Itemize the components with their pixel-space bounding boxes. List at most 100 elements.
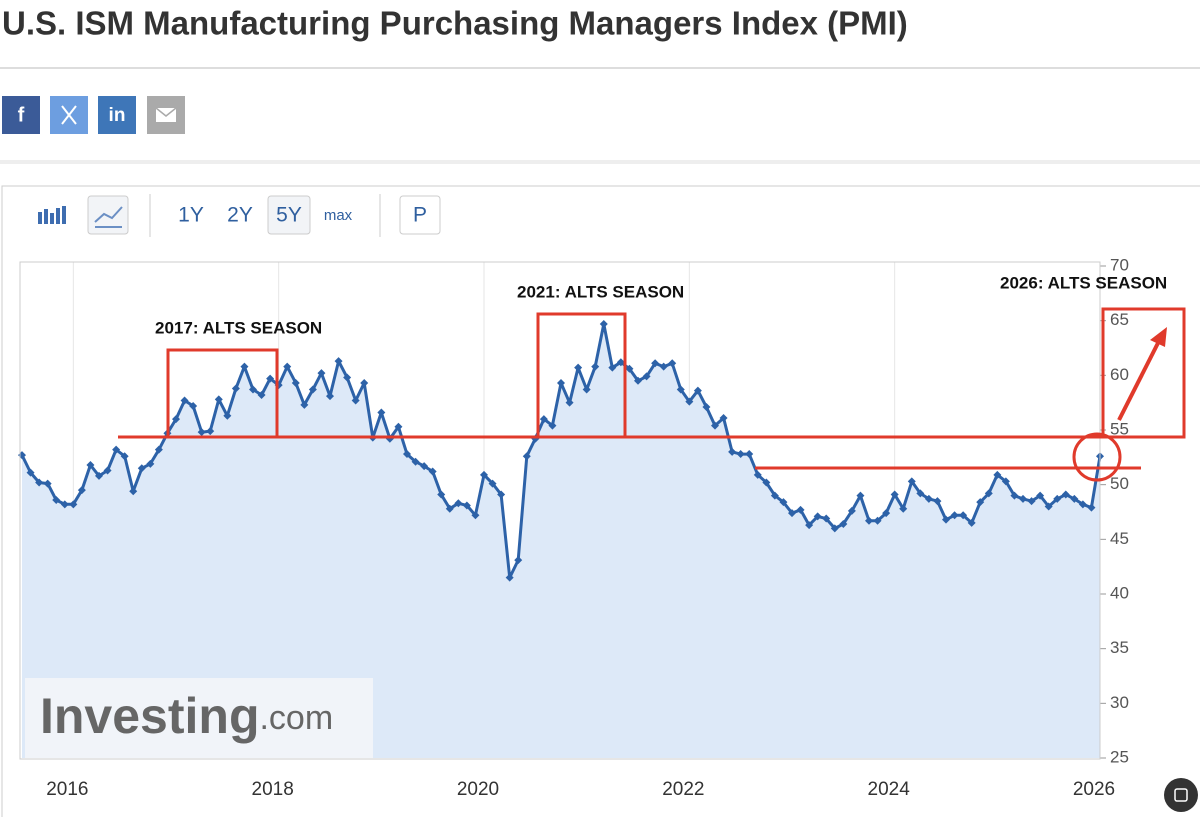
point xyxy=(539,415,548,424)
point xyxy=(608,363,617,372)
range-1y[interactable]: 1Y xyxy=(178,204,204,227)
point xyxy=(283,362,292,371)
point xyxy=(300,400,309,409)
annotation-layer: 2017: ALTS SEASON 2021: ALTS SEASON 2026… xyxy=(118,273,1186,482)
arrow-head xyxy=(1150,327,1167,347)
point xyxy=(103,466,112,475)
facebook-button[interactable] xyxy=(2,96,40,134)
x-tick-label: 2024 xyxy=(868,779,911,800)
range-max[interactable]: max xyxy=(324,207,353,224)
point xyxy=(420,462,429,471)
y-tick-label: 60 xyxy=(1110,365,1129,384)
point xyxy=(317,369,326,378)
watermark-brand: Investing xyxy=(40,688,259,744)
point xyxy=(214,395,223,404)
p-button[interactable] xyxy=(399,195,441,235)
point xyxy=(625,364,634,373)
point xyxy=(565,398,574,407)
range-2y[interactable]: 2Y xyxy=(227,204,253,227)
y-tick-label: 45 xyxy=(1110,529,1129,548)
point xyxy=(351,396,360,405)
watermark-domain: .com xyxy=(259,699,333,737)
point xyxy=(180,396,189,405)
y-tick-label: 25 xyxy=(1110,747,1129,766)
point xyxy=(1044,502,1053,511)
point xyxy=(1019,494,1027,503)
point xyxy=(924,494,933,503)
range-5y-button[interactable] xyxy=(267,195,311,235)
y-tick-label: 70 xyxy=(1110,255,1129,274)
p-label[interactable]: P xyxy=(413,204,427,227)
point xyxy=(557,378,565,387)
x-icon xyxy=(61,105,77,125)
point xyxy=(488,479,497,488)
point xyxy=(711,421,719,430)
point xyxy=(95,471,103,480)
point xyxy=(86,460,95,469)
point xyxy=(77,486,86,495)
linkedin-button[interactable] xyxy=(98,96,136,134)
point xyxy=(933,497,942,506)
highlight-circle xyxy=(1072,432,1122,482)
point xyxy=(120,452,129,461)
point xyxy=(428,467,437,476)
point xyxy=(753,470,762,479)
point xyxy=(497,490,506,499)
line-icon xyxy=(94,206,123,223)
point xyxy=(60,500,69,509)
point xyxy=(26,468,35,477)
point xyxy=(411,457,420,466)
point xyxy=(334,357,343,366)
point xyxy=(172,415,180,424)
corner-button[interactable] xyxy=(1164,778,1198,812)
point xyxy=(976,498,985,507)
point xyxy=(137,464,146,473)
point xyxy=(830,524,839,533)
point xyxy=(942,515,950,524)
x-tick-label: 2020 xyxy=(457,779,499,800)
point xyxy=(967,518,976,527)
point xyxy=(514,556,523,565)
point xyxy=(693,386,702,395)
point xyxy=(676,385,685,394)
point xyxy=(223,411,232,420)
point xyxy=(890,490,899,499)
x-tick-label: 2016 xyxy=(46,779,88,800)
chart-type-bar[interactable] xyxy=(38,206,66,224)
y-tick-label: 30 xyxy=(1110,693,1129,712)
point xyxy=(308,385,317,394)
x-tick-label: 2018 xyxy=(252,779,294,800)
annotation: 2026: ALTS SEASON xyxy=(1000,273,1167,292)
point xyxy=(574,363,583,372)
point xyxy=(240,362,249,371)
point xyxy=(129,487,138,496)
point xyxy=(326,392,334,401)
annotation: 2017: ALTS SEASON xyxy=(155,318,322,337)
point xyxy=(736,450,745,459)
facebook-icon: f xyxy=(18,104,25,126)
point xyxy=(1027,497,1036,506)
y-tick-label: 50 xyxy=(1110,474,1129,493)
point xyxy=(685,397,694,406)
y-tick-label: 35 xyxy=(1110,638,1129,657)
y-tick-label: 40 xyxy=(1110,583,1129,602)
point xyxy=(1001,477,1010,486)
x-tick-label: 2026 xyxy=(1073,779,1115,800)
point xyxy=(154,445,163,454)
point xyxy=(728,447,737,456)
point xyxy=(993,470,1002,479)
point xyxy=(950,511,959,520)
plot: 25 30 35 40 45 50 55 60 65 70 2016 2018 2020 2022 2024… xyxy=(18,255,1129,800)
point xyxy=(394,422,403,431)
point xyxy=(471,511,480,520)
point xyxy=(805,521,814,530)
point xyxy=(480,470,488,479)
point xyxy=(146,459,155,468)
point xyxy=(873,516,882,525)
point xyxy=(702,403,711,412)
point xyxy=(847,506,856,515)
range-5y[interactable]: 5Y xyxy=(276,204,302,227)
point xyxy=(856,491,865,500)
point xyxy=(1070,494,1079,503)
corner-icon xyxy=(1174,788,1188,802)
